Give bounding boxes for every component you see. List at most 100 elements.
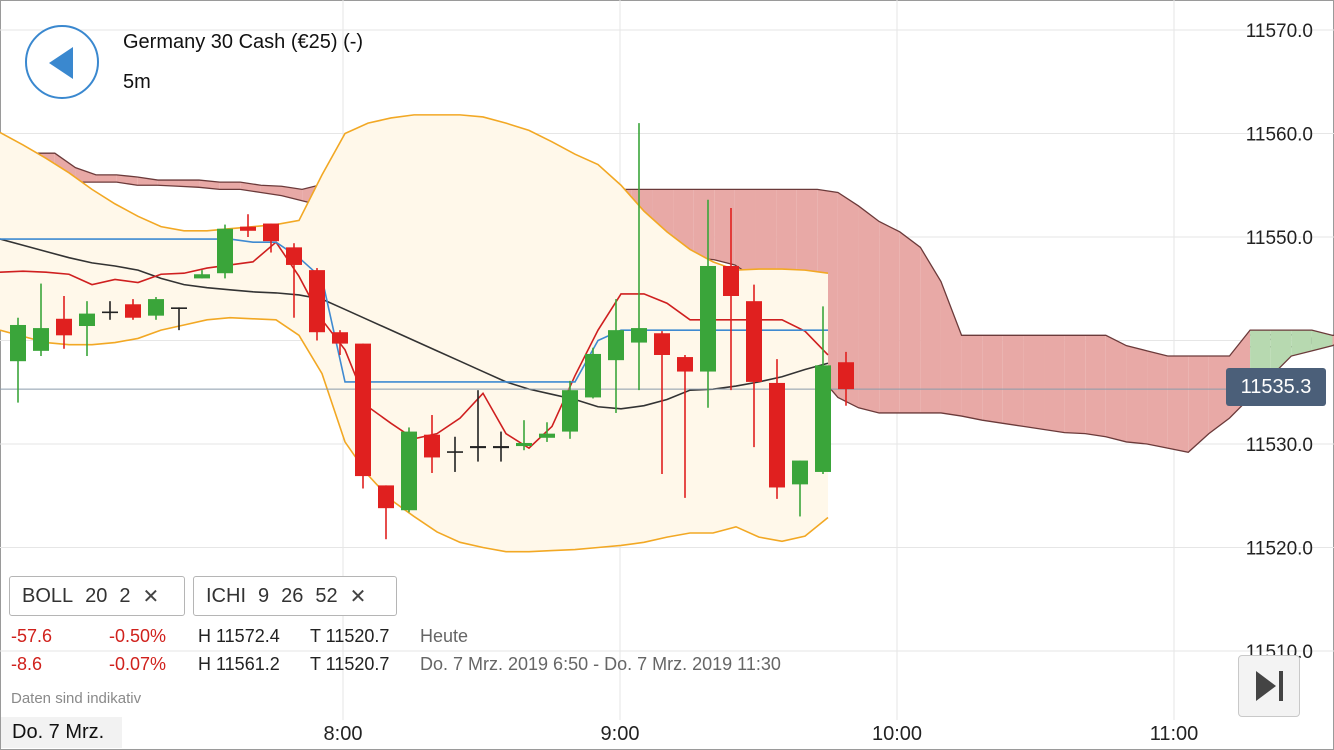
y-tick-label: 11550.0: [1246, 228, 1313, 249]
cloud-segment: [899, 231, 921, 413]
last-price-tag: 11535.3: [1226, 368, 1326, 406]
cloud-segment: [1002, 335, 1024, 427]
x-tick-label: 10:00: [872, 723, 922, 745]
indicator-param: 9: [258, 584, 270, 607]
boll-indicator-chip[interactable]: BOLL 20 2 ✕: [9, 576, 185, 616]
candle-body: [217, 228, 233, 274]
cloud-segment: [961, 335, 983, 421]
candle-body: [585, 353, 601, 398]
cloud-segment: [1147, 350, 1168, 449]
candle-body: [470, 446, 486, 449]
y-tick-label: 11560.0: [1246, 125, 1313, 146]
candle-body: [746, 301, 762, 382]
indicator-param: 20: [85, 584, 108, 607]
candle-body: [125, 304, 141, 318]
cloud-segment: [714, 189, 735, 265]
cloud-segment: [1311, 330, 1333, 351]
close-icon[interactable]: ✕: [142, 585, 160, 608]
indicator-param: 2: [119, 584, 131, 607]
candle-body: [493, 446, 509, 449]
timeframe-label[interactable]: 5m: [123, 71, 151, 93]
candle-body: [608, 330, 624, 361]
change-today: -57.6: [11, 626, 53, 646]
x-tick-label: 8:00: [324, 723, 363, 745]
close-icon[interactable]: ✕: [349, 585, 367, 608]
current-date-label: Do. 7 Mrz.: [1, 717, 122, 748]
back-arrow-icon: [49, 47, 73, 79]
candle-body: [286, 247, 302, 265]
cloud-segment: [1291, 330, 1312, 357]
candle-body: [148, 299, 164, 316]
candle-body: [562, 390, 578, 432]
candle-body: [263, 223, 279, 242]
candle-body: [194, 274, 210, 279]
candle-body: [631, 328, 647, 343]
x-tick-label: 11:00: [1150, 723, 1199, 745]
cloud-segment: [940, 281, 962, 417]
candle-body: [447, 451, 463, 453]
cloud-segment: [1105, 335, 1127, 442]
candle-body: [700, 265, 716, 372]
cloud-segment: [734, 189, 756, 279]
cloud-segment: [1188, 356, 1209, 453]
candle-body: [171, 307, 187, 309]
candle-body: [355, 343, 371, 477]
cloud-segment: [96, 174, 117, 183]
indicator-param: 52: [315, 584, 338, 607]
candle-body: [424, 434, 440, 458]
chikou-line: [0, 238, 829, 410]
cloud-segment: [281, 186, 303, 201]
y-tick-label: 11570.0: [1246, 21, 1313, 42]
candle-body: [677, 357, 693, 372]
x-tick-label: 9:00: [601, 723, 640, 745]
candle-body: [56, 318, 72, 336]
cloud-segment: [178, 180, 200, 188]
y-tick-label: 11520.0: [1246, 539, 1313, 560]
senkou-span-a-line: [0, 152, 1334, 357]
cloud-segment: [219, 182, 241, 190]
candle-body: [401, 431, 417, 511]
cloud-segment: [199, 180, 220, 190]
candle-body: [332, 332, 348, 344]
change-range: -8.6: [11, 654, 43, 674]
scroll-to-end-button[interactable]: [1238, 655, 1300, 717]
candle-body: [769, 382, 785, 488]
cloud-segment: [137, 176, 158, 186]
cloud-segment: [1208, 356, 1230, 434]
cloud-segment: [1167, 356, 1189, 453]
change-pct-range: -0.07%: [109, 654, 167, 674]
cloud-segment: [858, 205, 880, 413]
low-range: T 11520.7: [310, 654, 390, 674]
cloud-segment: [157, 180, 179, 187]
high-today: H 11572.4: [198, 626, 280, 646]
back-button[interactable]: [25, 25, 99, 99]
indicator-name: ICHI: [206, 584, 246, 607]
candle-body: [516, 442, 532, 447]
candle-body: [79, 313, 95, 327]
cloud-segment: [755, 189, 777, 289]
high-range: H 11561.2: [198, 654, 280, 674]
candle-body: [309, 270, 325, 333]
period-today: Heute: [420, 626, 469, 646]
bollinger-band-fill: [0, 114, 828, 552]
candle-body: [539, 433, 555, 438]
candle-body: [102, 311, 118, 314]
candle-body: [815, 365, 831, 472]
indicative-data-note: Daten sind indikativ: [11, 690, 142, 707]
skip-to-end-icon: [1256, 671, 1283, 701]
cloud-segment: [879, 221, 900, 413]
candle-body: [378, 485, 394, 509]
candle-body: [10, 324, 26, 362]
bollinger-lower-line: [0, 316, 829, 553]
cloud-segment: [1085, 335, 1106, 437]
candle-body: [240, 226, 256, 231]
cloud-segment: [982, 335, 1003, 424]
cloud-segment: [693, 189, 715, 260]
candle-body: [838, 362, 854, 390]
cloud-segment: [1270, 330, 1292, 377]
candle-body: [792, 460, 808, 485]
cloud-segment: [1126, 345, 1148, 444]
ichi-indicator-chip[interactable]: ICHI 9 26 52 ✕: [193, 576, 397, 616]
change-pct-today: -0.50%: [109, 626, 167, 646]
